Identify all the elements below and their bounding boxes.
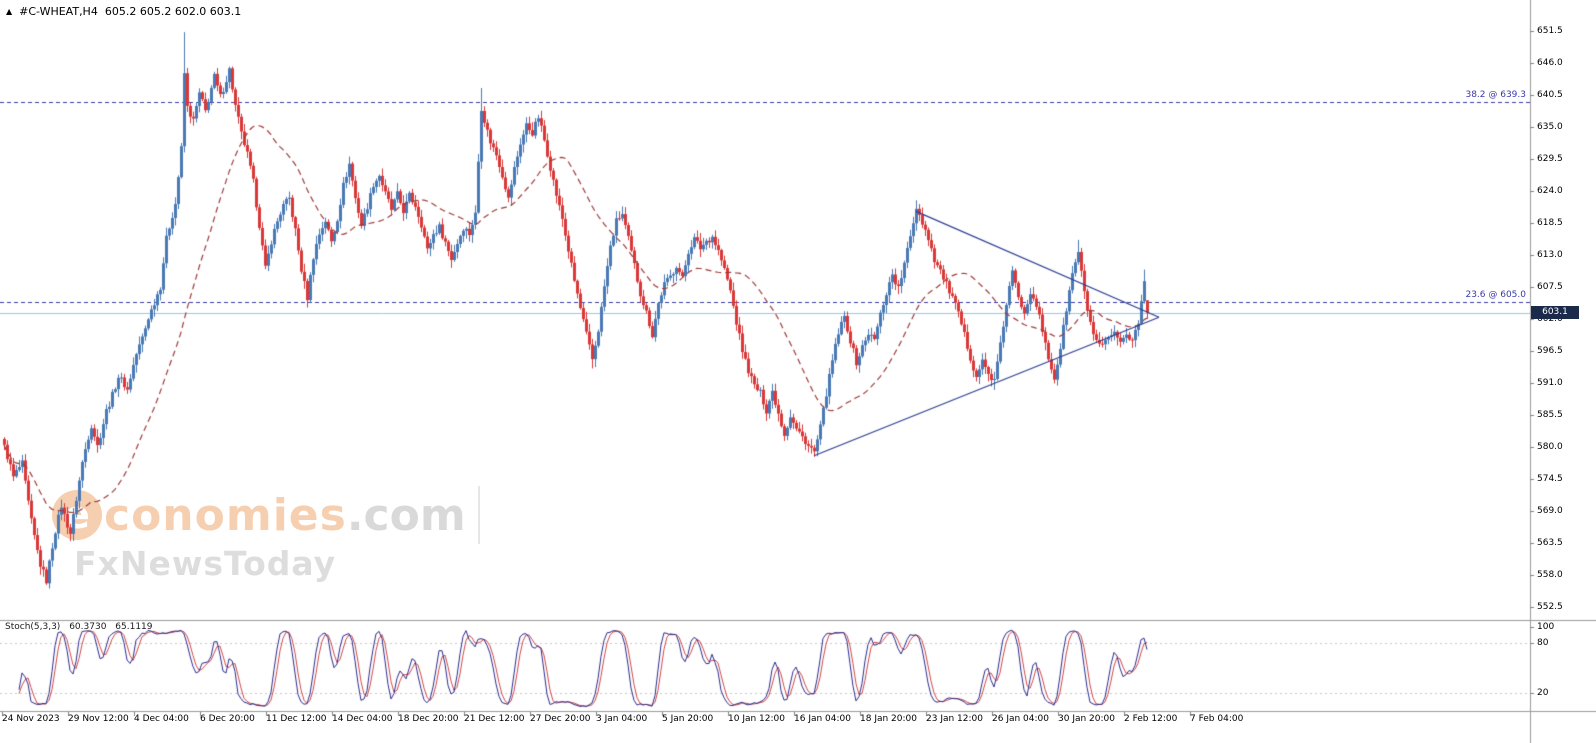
time-tick-label: 18 Jan 20:00 [860, 714, 917, 724]
price-tick-label: 580.0 [1537, 442, 1563, 452]
time-tick-label: 21 Dec 12:00 [464, 714, 525, 724]
price-tick-label: 563.5 [1537, 538, 1563, 548]
stoch-value-main: 60.3730 [69, 622, 107, 632]
time-tick-label: 2 Feb 12:00 [1124, 714, 1178, 724]
price-tick-label: 640.5 [1537, 90, 1563, 100]
time-tick-label: 18 Dec 20:00 [398, 714, 459, 724]
stoch-tick-label: 100 [1537, 622, 1555, 632]
stoch-tick-label: 80 [1537, 638, 1549, 649]
price-tick-label: 569.0 [1537, 506, 1563, 516]
time-tick-label: 7 Feb 04:00 [1190, 714, 1244, 724]
symbol-name-timeframe: #C-WHEAT,H4 [19, 5, 98, 18]
symbol-icon: ▲ [6, 6, 13, 16]
time-tick-label: 27 Dec 20:00 [530, 714, 591, 724]
time-tick-label: 16 Jan 04:00 [794, 714, 851, 724]
time-tick-label: 5 Jan 20:00 [662, 714, 714, 724]
price-tick-label: 624.0 [1537, 186, 1563, 196]
price-tick-label: 596.5 [1537, 346, 1563, 356]
price-tick-label: 591.0 [1537, 378, 1563, 388]
fib-level-label-236[interactable]: 23.6 @ 605.0 [1465, 289, 1526, 300]
time-tick-label: 29 Nov 12:00 [68, 714, 129, 724]
stoch-value-signal: 65.1119 [115, 622, 153, 632]
price-tick-label: 629.5 [1537, 154, 1563, 164]
price-tick-label: 635.0 [1537, 122, 1563, 132]
price-tick-label: 613.0 [1537, 250, 1563, 260]
time-tick-label: 10 Jan 12:00 [728, 714, 785, 724]
time-tick-label: 23 Jan 12:00 [926, 714, 983, 724]
price-tick-label: 646.0 [1537, 58, 1563, 68]
price-tick-label: 574.5 [1537, 474, 1563, 484]
time-tick-label: 3 Jan 04:00 [596, 714, 648, 724]
symbol-ohlc-values: 605.2 605.2 602.0 603.1 [104, 5, 242, 18]
price-tick-label: 651.5 [1537, 26, 1563, 36]
current-price-tag: 603.1 [1531, 306, 1579, 320]
price-tick-label: 552.5 [1537, 602, 1563, 612]
time-tick-label: 11 Dec 12:00 [266, 714, 327, 724]
time-tick-label: 26 Jan 04:00 [992, 714, 1049, 724]
time-tick-label: 14 Dec 04:00 [332, 714, 393, 724]
time-tick-label: 6 Dec 20:00 [200, 714, 255, 724]
symbol-ohlc-line: ▲ #C-WHEAT,H4 605.2 605.2 602.0 603.1 [6, 5, 241, 18]
stoch-indicator-label: Stoch(5,3,3) 60.3730 65.1119 [5, 622, 159, 632]
price-tick-label: 558.0 [1537, 570, 1563, 580]
stoch-tick-label: 20 [1537, 687, 1549, 698]
stoch-name: Stoch(5,3,3) [5, 622, 61, 632]
time-tick-label: 4 Dec 04:00 [134, 714, 189, 724]
price-tick-label: 618.5 [1537, 218, 1563, 228]
time-tick-label: 30 Jan 20:00 [1058, 714, 1115, 724]
time-tick-label: 24 Nov 2023 [2, 714, 60, 724]
price-tick-label: 607.5 [1537, 282, 1563, 292]
price-tick-label: 585.5 [1537, 410, 1563, 420]
fib-level-label-382[interactable]: 38.2 @ 639.3 [1465, 89, 1526, 100]
